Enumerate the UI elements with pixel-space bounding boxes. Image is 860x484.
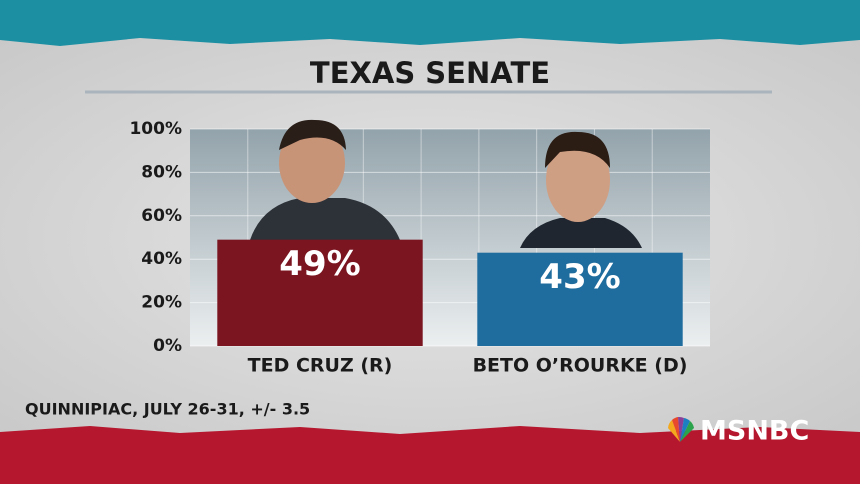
y-tick-label: 80% <box>141 162 182 182</box>
photos <box>250 119 642 248</box>
y-tick-label: 0% <box>153 336 182 356</box>
bar <box>477 252 683 346</box>
y-tick-label: 20% <box>141 293 182 313</box>
value-label: 43% <box>539 257 620 297</box>
y-tick-label: 40% <box>141 249 182 269</box>
logo: MSNBC <box>700 416 809 447</box>
logo-icon <box>668 416 694 442</box>
bottom-band <box>0 426 860 484</box>
chart-title: TEXAS SENATE <box>310 56 550 90</box>
bars: 49% 43% <box>217 239 683 346</box>
value-label: 49% <box>279 244 360 284</box>
x-tick-label: TED CRUZ (R) <box>248 355 393 377</box>
bar <box>217 239 423 346</box>
x-tick-label: BETO O’ROURKE (D) <box>473 355 688 377</box>
y-tick-label: 60% <box>141 206 182 226</box>
source: QUINNIPIAC, JULY 26-31, +/- 3.5 <box>25 400 310 419</box>
y-tick-label: 100% <box>129 119 182 139</box>
